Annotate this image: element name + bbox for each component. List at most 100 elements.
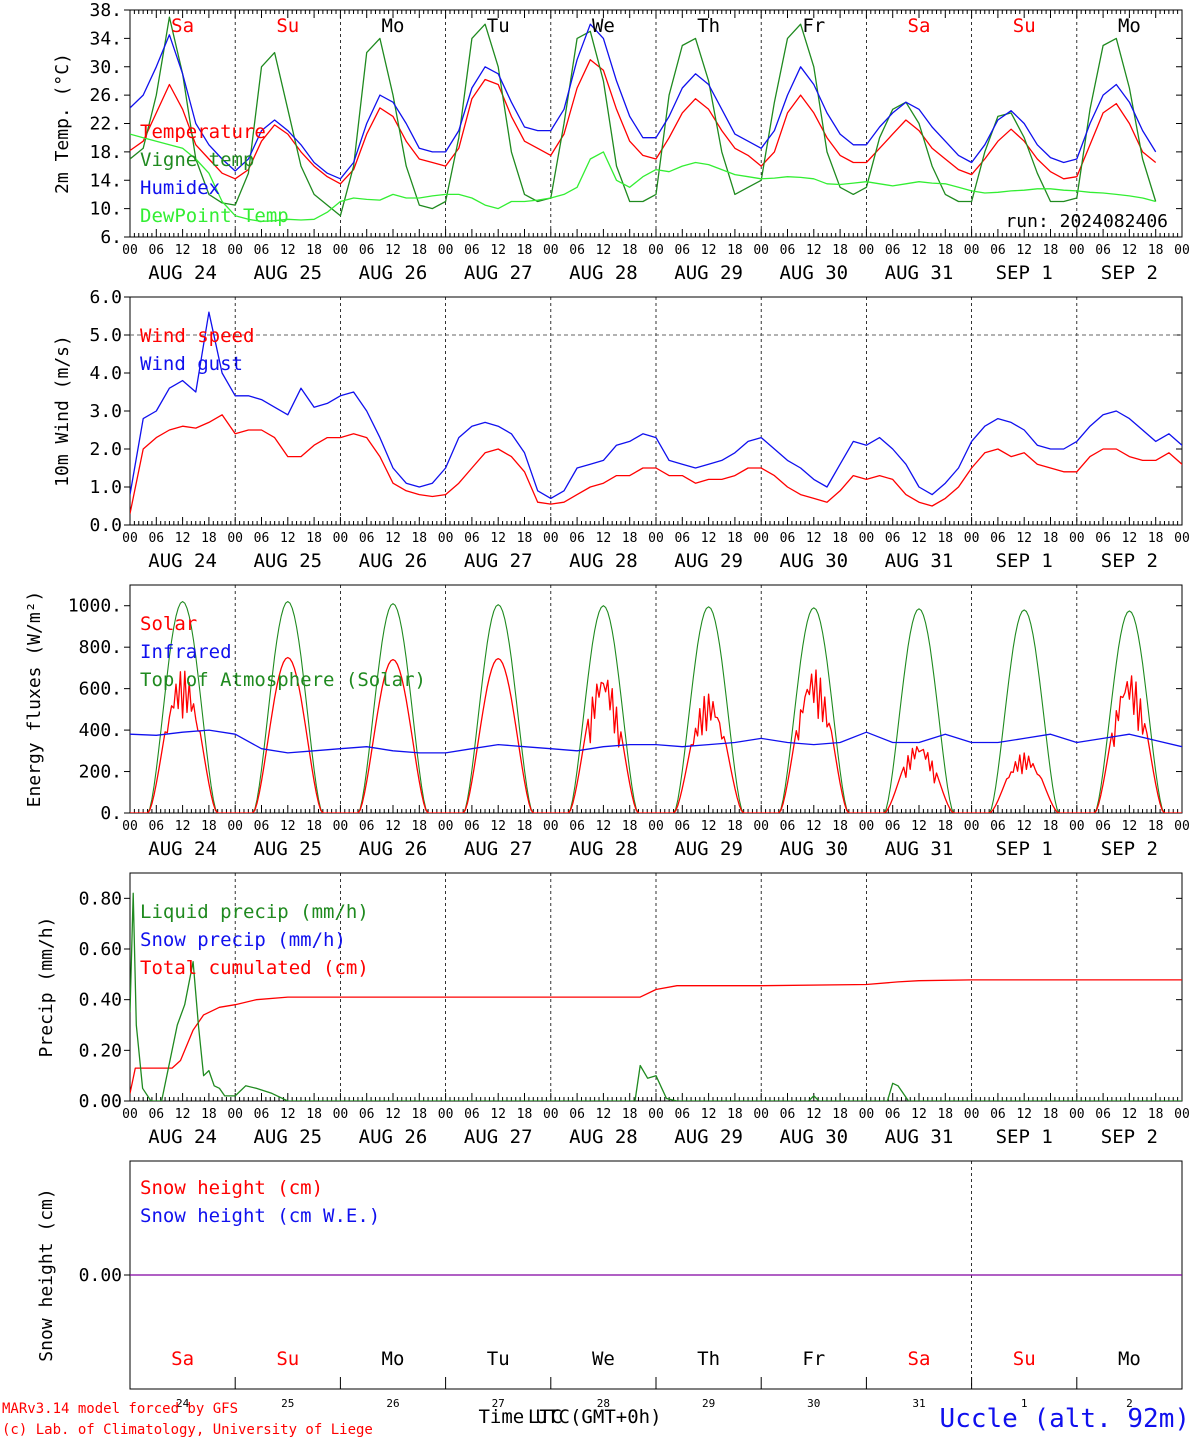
hour-tick-label: 12 xyxy=(1016,243,1032,258)
date-label: AUG 27 xyxy=(464,1126,533,1148)
hour-tick-label: 06 xyxy=(990,243,1006,258)
y-tick-label: 1000. xyxy=(68,596,122,617)
date-label: AUG 30 xyxy=(779,838,848,860)
legend-entry: Humidex xyxy=(140,177,220,199)
legend-entry: Wind speed xyxy=(140,325,254,347)
hour-tick-label: 06 xyxy=(674,1107,690,1122)
hour-tick-label: 06 xyxy=(359,819,375,834)
date-label: AUG 25 xyxy=(253,838,322,860)
day-number-label: 31 xyxy=(912,1397,925,1410)
hour-tick-label: 18 xyxy=(201,1107,217,1122)
date-label: AUG 29 xyxy=(674,262,743,284)
date-label: SEP 2 xyxy=(1101,550,1158,572)
date-label: AUG 24 xyxy=(148,262,217,284)
hour-tick-label: 12 xyxy=(911,1107,927,1122)
hour-tick-label: 00 xyxy=(1174,531,1190,546)
y-tick-label: 14. xyxy=(89,170,122,191)
hour-tick-label: 12 xyxy=(911,243,927,258)
hour-tick-label: 06 xyxy=(1095,243,1111,258)
legend-entry: Total cumulated (cm) xyxy=(140,957,369,979)
date-label: AUG 29 xyxy=(674,838,743,860)
hour-tick-label: 18 xyxy=(727,1107,743,1122)
run-label: run: 2024082406 xyxy=(1005,211,1168,232)
hour-tick-label: 00 xyxy=(753,243,769,258)
hour-tick-label: 06 xyxy=(990,531,1006,546)
hour-tick-label: 06 xyxy=(674,531,690,546)
legend-entry: Solar xyxy=(140,613,197,635)
temperature-panel: run: 2024082406 00 06 12 18 AUG 24 00 06 12 18 AU… xyxy=(52,0,1190,284)
hour-tick-label: 12 xyxy=(1122,1107,1138,1122)
date-label: AUG 25 xyxy=(253,550,322,572)
hour-tick-label: 00 xyxy=(1174,1107,1190,1122)
date-label: AUG 28 xyxy=(569,262,638,284)
infrared-series-line xyxy=(130,729,1182,754)
hour-tick-label: 00 xyxy=(964,531,980,546)
hour-tick-label: 00 xyxy=(543,531,559,546)
hour-tick-label: 00 xyxy=(543,1107,559,1122)
series-line xyxy=(130,133,1156,223)
hour-tick-label: 18 xyxy=(937,1107,953,1122)
date-label: AUG 31 xyxy=(885,550,954,572)
date-label: AUG 25 xyxy=(253,1126,322,1148)
hour-tick-label: 06 xyxy=(990,1107,1006,1122)
series-line xyxy=(130,979,1182,1094)
hour-tick-label: 18 xyxy=(1043,819,1059,834)
hour-tick-label: 00 xyxy=(648,243,664,258)
hour-tick-label: 12 xyxy=(1016,819,1032,834)
weekday-label: Mo xyxy=(382,15,405,37)
hour-tick-label: 06 xyxy=(674,243,690,258)
date-label: AUG 27 xyxy=(464,550,533,572)
hour-tick-label: 00 xyxy=(964,243,980,258)
hour-tick-label: 12 xyxy=(175,531,191,546)
hour-tick-label: 12 xyxy=(280,1107,296,1122)
hour-tick-label: 18 xyxy=(517,1107,533,1122)
hour-tick-label: 00 xyxy=(964,1107,980,1122)
snow-panel: 24 Sa 25 Su 26 Mo 27 Tu 28 We 29 Th 30 Fr 31 Sa 1 Su 2 Mo 0.… xyxy=(36,1160,1183,1410)
legend-entry: Snow height (cm) xyxy=(140,1177,323,1199)
hour-tick-label: 00 xyxy=(753,531,769,546)
y-tick-label: 5.0 xyxy=(89,325,122,346)
hour-tick-label: 12 xyxy=(280,531,296,546)
hour-tick-label: 18 xyxy=(201,819,217,834)
y-tick-label: 26. xyxy=(89,85,122,106)
hour-tick-label: 06 xyxy=(359,531,375,546)
day-number-label: 2 xyxy=(1126,1397,1133,1410)
weekday-label: We xyxy=(592,15,615,37)
hour-tick-label: 06 xyxy=(1095,819,1111,834)
y-axis-label: Precip (mm/h) xyxy=(36,917,57,1058)
hour-tick-label: 18 xyxy=(937,819,953,834)
hour-tick-label: 12 xyxy=(1122,819,1138,834)
hour-tick-label: 00 xyxy=(438,531,454,546)
hour-tick-label: 06 xyxy=(254,1107,270,1122)
day-number-label: 27 xyxy=(492,1397,505,1410)
day-number-label: 25 xyxy=(281,1397,294,1410)
date-label: AUG 24 xyxy=(148,550,217,572)
y-tick-label: 2.0 xyxy=(89,439,122,460)
hour-tick-label: 18 xyxy=(411,531,427,546)
weekday-label: Mo xyxy=(1118,1348,1141,1370)
hour-tick-label: 06 xyxy=(780,1107,796,1122)
hour-tick-label: 06 xyxy=(254,819,270,834)
hour-tick-label: 12 xyxy=(385,1107,401,1122)
hour-tick-label: 00 xyxy=(859,531,875,546)
hour-tick-label: 18 xyxy=(517,531,533,546)
hour-tick-label: 06 xyxy=(569,1107,585,1122)
hour-tick-label: 12 xyxy=(596,819,612,834)
hour-tick-label: 00 xyxy=(859,819,875,834)
hour-tick-label: 06 xyxy=(885,819,901,834)
hour-tick-label: 06 xyxy=(990,819,1006,834)
date-label: AUG 25 xyxy=(253,262,322,284)
wind-panel: 00 06 12 18 AUG 24 00 06 12 18 AUG 25 00 06 12 18 AUG … xyxy=(52,287,1190,572)
y-tick-label: 800. xyxy=(79,637,122,658)
hour-tick-label: 18 xyxy=(937,531,953,546)
hour-tick-label: 12 xyxy=(175,243,191,258)
hour-tick-label: 12 xyxy=(490,1107,506,1122)
hour-tick-label: 06 xyxy=(780,243,796,258)
weekday-label: Th xyxy=(697,15,720,37)
hour-tick-label: 00 xyxy=(648,531,664,546)
date-label: AUG 26 xyxy=(359,838,428,860)
hour-tick-label: 18 xyxy=(832,531,848,546)
hour-tick-label: 12 xyxy=(385,531,401,546)
hour-tick-label: 06 xyxy=(885,1107,901,1122)
